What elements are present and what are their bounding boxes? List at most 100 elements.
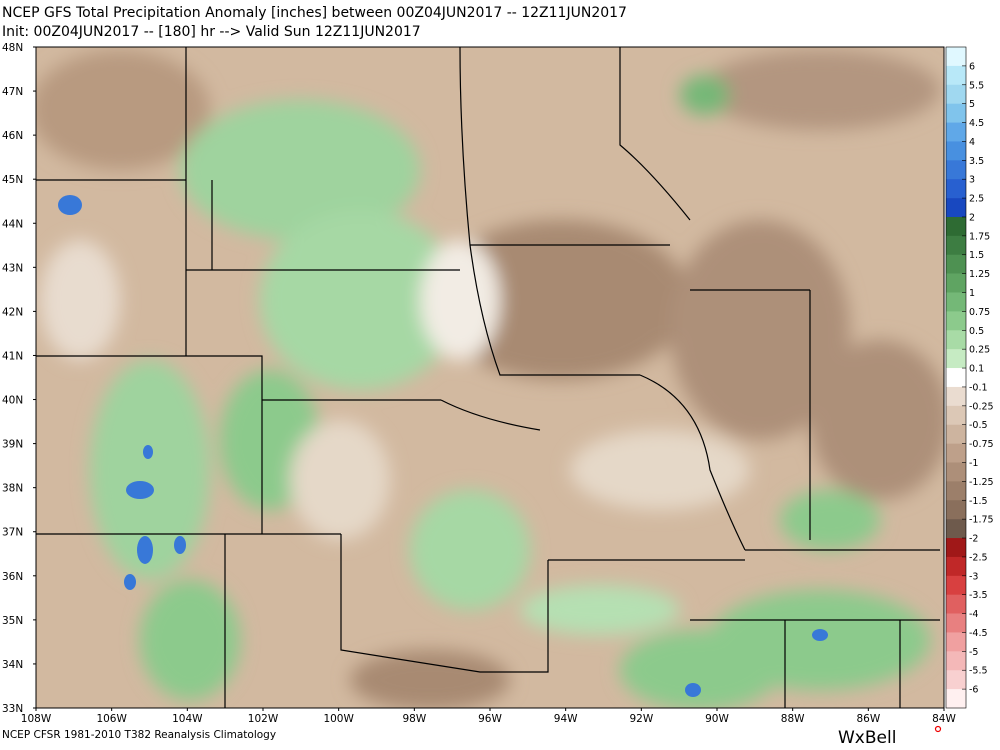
colorbar-label: 1.25	[969, 269, 990, 280]
colorbar-label: -0.1	[969, 382, 988, 393]
colorbar-cell	[946, 594, 966, 614]
colorbar-cell	[946, 179, 966, 199]
colorbar-cell	[946, 122, 966, 142]
colorbar-cell	[946, 216, 966, 237]
lon-label: 88W	[781, 713, 805, 725]
lat-labels: 48N 47N 46N 45N 44N 43N 42N 41N 40N 39N 38N 37N 36N 3…	[2, 42, 36, 715]
colorbar-label: 2.5	[969, 194, 984, 205]
colorbar-cell	[946, 500, 966, 520]
colorbar-cell	[946, 519, 966, 539]
colorbar-cell	[946, 651, 966, 671]
colorbar-label: 4.5	[969, 118, 984, 129]
colorbar-cell	[946, 386, 966, 407]
colorbar-frame	[945, 46, 967, 709]
colorbar-cell	[946, 254, 966, 274]
colorbar: 6 5.5 5 4.5 4 3.5 3 2.5 2 1.75 1.5 1.25 1 0.75 0.5 0.25…	[945, 46, 994, 709]
lat-label: 41N	[2, 350, 23, 362]
colorbar-label: 5	[969, 99, 975, 110]
colorbar-label: 0.75	[969, 307, 990, 318]
colorbar-cell	[946, 424, 966, 444]
lon-label: 102W	[248, 713, 279, 725]
colorbar-label: -6	[969, 685, 978, 696]
lat-label: 46N	[2, 130, 23, 142]
colorbar-label: -1	[969, 458, 978, 469]
colorbar-label: -1.25	[969, 477, 994, 488]
colorbar-cell	[946, 632, 966, 652]
colorbar-label: 1	[969, 288, 975, 299]
colorbar-cell	[946, 556, 966, 577]
colorbar-label: -4.5	[969, 628, 988, 639]
colorbar-label: -1.75	[969, 515, 994, 526]
colorbar-label: -0.5	[969, 420, 988, 431]
colorbar-label: -4	[969, 609, 978, 620]
lat-label: 47N	[2, 86, 23, 98]
colorbar-cell	[946, 84, 966, 104]
colorbar-cell	[946, 575, 966, 595]
lat-label: 38N	[2, 483, 23, 495]
lon-label: 94W	[554, 713, 578, 725]
colorbar-label: -2	[969, 534, 978, 545]
lat-label: 37N	[2, 527, 23, 539]
lon-label: 108W	[21, 713, 52, 725]
colorbar-label: -5	[969, 647, 978, 658]
colorbar-cell	[946, 538, 966, 558]
title-line-2: Init: 00Z04JUN2017 -- [180] hr --> Valid…	[2, 24, 421, 40]
lon-labels: 108W 106W 104W 102W 100W 98W 96W 94W 92W 90W 88W 86…	[21, 708, 956, 725]
lat-label: 35N	[2, 615, 23, 627]
lon-label: 98W	[402, 713, 426, 725]
colorbar-cell	[946, 349, 966, 369]
colorbar-label: -3	[969, 571, 978, 582]
colorbar-label: -0.25	[969, 401, 994, 412]
lat-label: 34N	[2, 659, 23, 671]
lat-label: 48N	[2, 42, 23, 54]
colorbar-cell	[946, 462, 966, 482]
colorbar-cell	[946, 670, 966, 690]
colorbar-cell	[946, 368, 966, 388]
colorbar-cell	[946, 235, 966, 256]
colorbar-cell	[946, 292, 966, 312]
colorbar-cell	[946, 273, 966, 293]
lat-label: 42N	[2, 306, 23, 318]
colorbar-label: 4	[969, 137, 975, 148]
colorbar-label: 0.1	[969, 364, 984, 375]
colorbar-label: 3	[969, 175, 975, 186]
colorbar-cell	[946, 103, 966, 123]
lat-label: 45N	[2, 174, 23, 186]
colorbar-label: 1.75	[969, 231, 990, 242]
colorbar-cell	[946, 47, 966, 67]
colorbar-cell	[946, 405, 966, 426]
colorbar-cell	[946, 311, 966, 331]
colorbar-label: 5.5	[969, 80, 984, 91]
title-line-1: NCEP GFS Total Precipitation Anomaly [in…	[2, 5, 627, 21]
logo: WxBell	[838, 728, 896, 748]
colorbar-label: -1.5	[969, 496, 988, 507]
lat-label: 43N	[2, 262, 23, 274]
lon-label: 106W	[96, 713, 127, 725]
colorbar-label: -0.75	[969, 439, 994, 450]
lon-label: 86W	[856, 713, 880, 725]
lat-label: 44N	[2, 218, 23, 230]
lat-label: 40N	[2, 395, 23, 407]
colorbar-cell	[946, 689, 966, 709]
colorbar-label: -3.5	[969, 590, 988, 601]
colorbar-cell	[946, 613, 966, 633]
logo-dot	[934, 725, 942, 733]
colorbar-cell	[946, 160, 966, 180]
colorbar-label: 0.5	[969, 326, 984, 337]
map-field	[36, 47, 944, 708]
lon-label: 96W	[478, 713, 502, 725]
lat-label: 36N	[2, 571, 23, 583]
colorbar-label: 0.25	[969, 345, 990, 356]
lon-label: 92W	[629, 713, 653, 725]
footer-text: NCEP CFSR 1981-2010 T382 Reanalysis Clim…	[2, 729, 276, 741]
colorbar-label: 1.5	[969, 250, 984, 261]
colorbar-cell	[946, 198, 966, 218]
lat-label: 39N	[2, 439, 23, 451]
colorbar-label: 3.5	[969, 156, 984, 167]
colorbar-cell	[946, 141, 966, 161]
colorbar-cell	[946, 65, 966, 86]
colorbar-label: -5.5	[969, 666, 988, 677]
lon-label: 100W	[323, 713, 354, 725]
